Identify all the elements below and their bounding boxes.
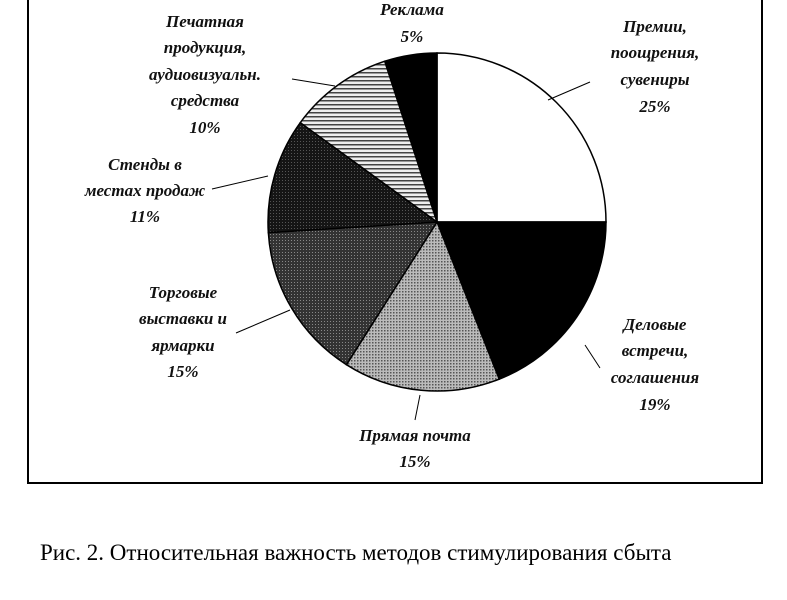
slice-label: местах продаж bbox=[84, 181, 205, 200]
slice-label: встречи, bbox=[622, 341, 689, 360]
leader-line bbox=[235, 309, 291, 334]
slice-label: Реклама bbox=[379, 0, 444, 19]
slice-label: соглашения bbox=[611, 368, 699, 387]
slice-label: продукция, bbox=[164, 38, 247, 57]
slice-label: Печатная bbox=[165, 12, 244, 31]
slice-percent-label: 25% bbox=[638, 97, 670, 116]
pie-slice bbox=[383, 52, 438, 223]
figure-caption: Рис. 2. Относительная важность методов с… bbox=[40, 540, 672, 565]
slice-label: Прямая почта bbox=[358, 426, 471, 445]
leader-line bbox=[211, 175, 269, 190]
slice-label: Премии, bbox=[622, 17, 687, 36]
pie-slice bbox=[435, 221, 607, 381]
leader-line bbox=[291, 78, 336, 87]
slice-label: Торговые bbox=[149, 283, 218, 302]
slice-percent-label: 10% bbox=[189, 118, 220, 137]
slice-percent-label: 19% bbox=[639, 395, 670, 414]
pie-slice bbox=[267, 221, 439, 366]
slice-percent-label: 5% bbox=[401, 27, 424, 46]
slice-label: Стенды в bbox=[108, 155, 182, 174]
slice-label: аудиовизуальн. bbox=[149, 65, 261, 84]
leader-line bbox=[584, 344, 601, 369]
leader-line bbox=[414, 394, 421, 421]
slice-label: средства bbox=[171, 91, 240, 110]
pie-slice bbox=[436, 52, 607, 223]
pie-slice bbox=[267, 121, 440, 234]
slice-percent-label: 11% bbox=[130, 207, 160, 226]
slice-label: выставки и bbox=[139, 309, 227, 328]
pie-slice bbox=[345, 220, 501, 392]
slice-label: Деловые bbox=[622, 315, 687, 334]
slice-percent-label: 15% bbox=[167, 362, 198, 381]
slice-percent-label: 15% bbox=[399, 452, 430, 471]
leader-line bbox=[547, 81, 591, 101]
slice-label: поощрения, bbox=[611, 43, 700, 62]
slice-label: сувениры bbox=[620, 70, 689, 89]
pie-slice bbox=[299, 60, 439, 224]
chart-frame bbox=[27, 0, 763, 484]
slice-label: ярмарки bbox=[150, 336, 214, 355]
